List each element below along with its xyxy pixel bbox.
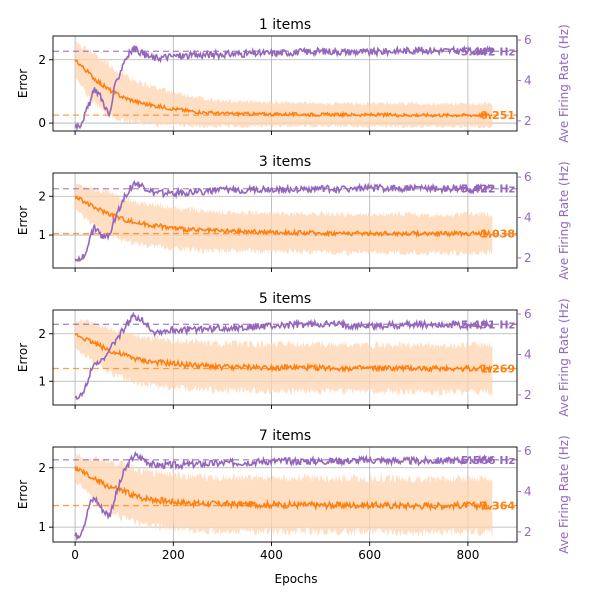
x-tick-label: 800 xyxy=(456,548,479,562)
panel-title: 3 items xyxy=(259,154,311,170)
y-axis-label: Error xyxy=(16,206,30,235)
y-tick-label: 0 xyxy=(38,116,46,130)
x-axis-label: Epochs xyxy=(275,572,318,586)
reference-line-label: 1.364 xyxy=(480,500,515,513)
plot-area xyxy=(74,179,494,263)
y-tick-label: 1 xyxy=(38,374,46,388)
panel-title: 7 items xyxy=(259,428,311,444)
reference-line-label: 5.442 Hz xyxy=(461,45,515,58)
firing-rate-series-line xyxy=(74,179,494,263)
right-y-tick-label: 4 xyxy=(524,73,532,87)
x-tick-label: 200 xyxy=(162,548,185,562)
right-y-tick-label: 4 xyxy=(524,210,532,224)
error-std-band xyxy=(75,453,493,537)
y-axis-label: Error xyxy=(16,69,30,98)
chart-panel: 5.491 Hz 1.269 1 2 2 4 6 5 items Error Ave Firing… xyxy=(16,291,571,417)
reference-line-label: 5.491 Hz xyxy=(461,318,515,331)
axes-frame xyxy=(52,446,518,543)
x-tick-label: 600 xyxy=(358,548,381,562)
plot-area xyxy=(74,311,493,401)
y-tick-label: 2 xyxy=(38,189,46,203)
y-axis-label: Error xyxy=(16,343,30,372)
firing-rate-series-line xyxy=(74,311,493,401)
y-tick-label: 1 xyxy=(38,520,46,534)
x-tick-label: 0 xyxy=(71,548,79,562)
right-y-tick-label: 6 xyxy=(524,444,532,458)
reference-line-label: 0.251 xyxy=(480,109,515,122)
y-tick-label: 2 xyxy=(38,327,46,341)
plot-area xyxy=(74,41,494,131)
error-std-band xyxy=(75,319,493,396)
error-std-band xyxy=(75,41,493,129)
right-y-axis-label: Ave Firing Rate (Hz) xyxy=(557,435,571,554)
axes-frame xyxy=(52,309,518,406)
right-y-tick-label: 2 xyxy=(524,388,532,402)
y-tick-label: 2 xyxy=(38,53,46,67)
right-y-axis-label: Ave Firing Rate (Hz) xyxy=(557,161,571,280)
plot-area xyxy=(74,450,494,542)
right-y-tick-label: 6 xyxy=(524,33,532,47)
right-y-axis-label: Ave Firing Rate (Hz) xyxy=(557,298,571,417)
axes-frame xyxy=(52,35,518,132)
panel-title: 1 items xyxy=(259,17,311,33)
error-series-line xyxy=(74,58,493,119)
firing-rate-series-line xyxy=(74,44,494,131)
chart-panel: 5.422 Hz 1.038 1 2 2 4 6 3 items Error Ave Firing… xyxy=(16,154,571,280)
right-y-tick-label: 4 xyxy=(524,484,532,498)
error-series-line xyxy=(74,465,493,512)
y-tick-label: 2 xyxy=(38,461,46,475)
panel-title: 5 items xyxy=(259,291,311,307)
right-y-tick-label: 6 xyxy=(524,307,532,321)
y-tick-label: 1 xyxy=(38,228,46,242)
error-std-band xyxy=(75,183,493,256)
y-axis-label: Error xyxy=(16,480,30,509)
right-y-tick-label: 6 xyxy=(524,170,532,184)
right-y-axis-label: Ave Firing Rate (Hz) xyxy=(557,24,571,143)
reference-line-label: 1.038 xyxy=(480,228,515,241)
reference-line-label: 1.269 xyxy=(480,362,515,375)
x-tick-label: 400 xyxy=(260,548,283,562)
axes-frame xyxy=(52,172,518,269)
reference-line-label: 5.422 Hz xyxy=(461,183,515,196)
chart-panel: 5.566 Hz 1.364 0 200 400 600 800 1 2 2 4 6 7 items Er… xyxy=(16,428,571,562)
error-series-line xyxy=(74,332,493,374)
right-y-tick-label: 4 xyxy=(524,347,532,361)
right-y-tick-label: 2 xyxy=(524,251,532,265)
right-y-tick-label: 2 xyxy=(524,525,532,539)
chart-panel: 5.442 Hz 0.251 0 2 2 4 6 1 items Error Ave Firing… xyxy=(16,17,571,143)
reference-line-label: 5.566 Hz xyxy=(461,454,515,467)
right-y-tick-label: 2 xyxy=(524,114,532,128)
